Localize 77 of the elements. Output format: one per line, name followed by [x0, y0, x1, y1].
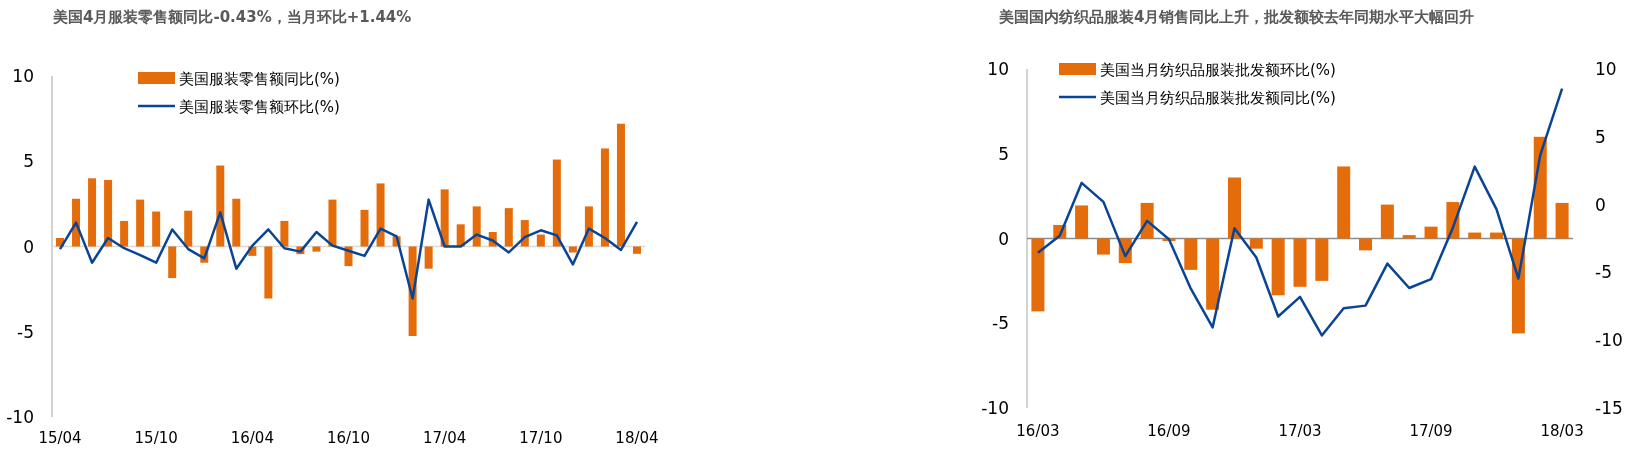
- x-tick-label: 17/03: [1278, 422, 1322, 440]
- bar: [1184, 238, 1198, 270]
- bar: [1490, 232, 1504, 239]
- bar: [312, 246, 321, 252]
- bar: [328, 199, 337, 247]
- y2-tick-label: 10: [1595, 59, 1617, 79]
- bar: [88, 178, 97, 247]
- bar: [120, 220, 129, 247]
- bar: [440, 189, 449, 247]
- y-tick-label: 0: [998, 228, 1009, 249]
- y-tick-label: 5: [23, 151, 34, 172]
- y-tick-label: 10: [12, 66, 34, 86]
- y2-tick-label: -5: [1595, 262, 1612, 283]
- legend-label: 美国当月纺织品服装批发额同比(%): [1100, 89, 1336, 107]
- bar: [1227, 177, 1241, 239]
- x-tick-label: 18/03: [1540, 422, 1584, 440]
- y-tick-label: 5: [998, 143, 1009, 164]
- x-tick-label: 17/04: [423, 429, 467, 447]
- bar: [1206, 238, 1220, 310]
- bar: [264, 246, 273, 299]
- x-tick-label: 16/09: [1147, 422, 1191, 440]
- y2-tick-label: -15: [1595, 398, 1623, 418]
- bar: [1075, 205, 1089, 239]
- bar: [1337, 166, 1351, 239]
- bar: [136, 199, 145, 247]
- line-series: [58, 198, 639, 300]
- x-tick-label: 17/10: [519, 429, 563, 447]
- bar: [1271, 238, 1285, 296]
- legend-label: 美国当月纺织品服装批发额环比(%): [1100, 61, 1336, 79]
- y-tick-label: 0: [23, 236, 34, 257]
- bar: [600, 148, 609, 247]
- bar: [632, 246, 641, 254]
- y-tick-label: -5: [992, 313, 1009, 334]
- bar: [1315, 238, 1329, 281]
- x-tick-label: 18/04: [615, 429, 659, 447]
- chart-title: 美国4月服装零售额同比-0.43%，当月环比+1.44%: [52, 8, 412, 26]
- bar: [1555, 202, 1569, 239]
- bar: [1424, 226, 1438, 239]
- bar: [424, 246, 433, 269]
- bar: [472, 206, 481, 247]
- bar: [360, 209, 369, 247]
- legend-label: 美国服装零售额同比(%): [179, 70, 340, 88]
- bar: [104, 180, 113, 247]
- bar: [1096, 238, 1110, 255]
- y-tick-label: -10: [981, 398, 1009, 418]
- line-series: [1036, 87, 1564, 337]
- bar: [232, 198, 241, 247]
- y2-tick-label: 0: [1595, 194, 1606, 215]
- bar: [1249, 238, 1263, 249]
- bar: [504, 208, 513, 247]
- bar: [1468, 232, 1482, 239]
- bar: [1293, 238, 1307, 287]
- bar: [1031, 238, 1045, 312]
- chart-title: 美国国内纺织品服装4月销售同比上升，批发额较去年同期水平大幅回升: [998, 8, 1475, 26]
- y-tick-label: 10: [987, 59, 1009, 79]
- y-tick-label: -10: [6, 407, 34, 427]
- x-tick-label: 16/04: [230, 429, 274, 447]
- bar: [552, 159, 561, 247]
- x-tick-label: 16/03: [1016, 422, 1060, 440]
- bar: [376, 183, 385, 247]
- y2-tick-label: 5: [1595, 126, 1606, 147]
- bar: [152, 211, 161, 247]
- x-tick-label: 16/10: [326, 429, 371, 447]
- bar: [1402, 235, 1416, 239]
- bar: [280, 220, 289, 247]
- bar: [168, 246, 177, 279]
- bar: [184, 210, 193, 247]
- y2-tick-label: -10: [1595, 330, 1623, 351]
- x-tick-label: 17/09: [1409, 422, 1453, 440]
- x-tick-label: 15/10: [134, 429, 178, 447]
- bar: [536, 234, 545, 247]
- x-tick-label: 15/04: [38, 429, 82, 447]
- legend-label: 美国服装零售额环比(%): [179, 98, 340, 116]
- bar: [1359, 238, 1373, 251]
- bar: [616, 123, 625, 247]
- bar: [1380, 204, 1394, 239]
- y-tick-label: -5: [17, 321, 34, 342]
